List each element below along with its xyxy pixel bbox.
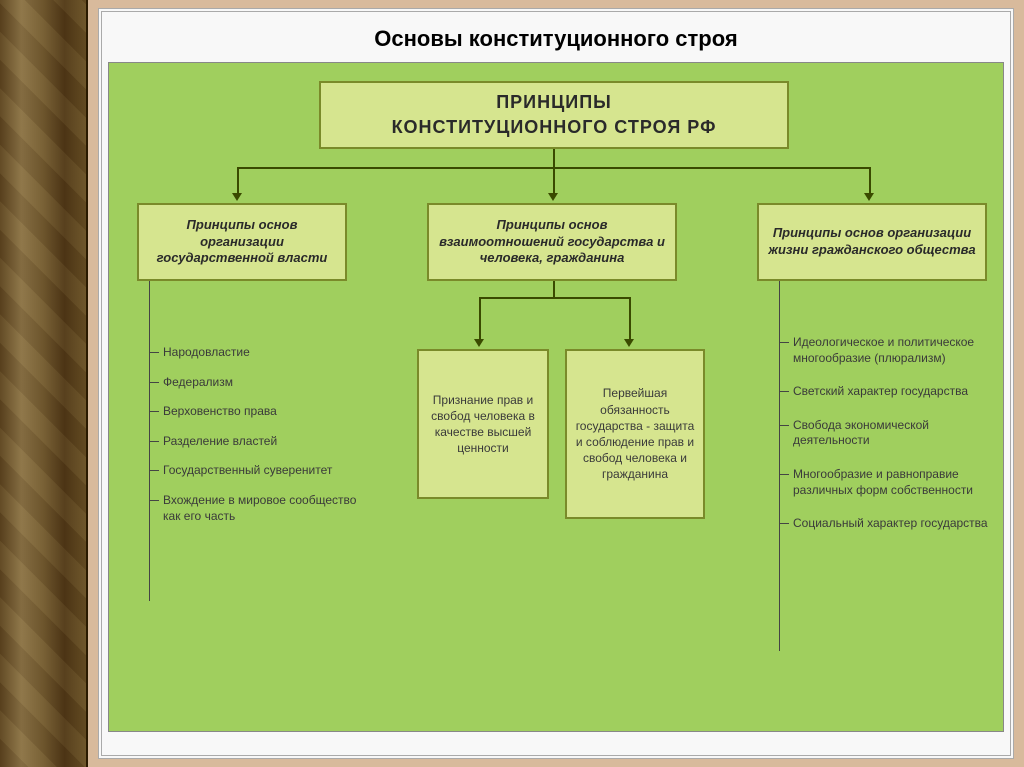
sub-box-2-text: Первейшая обязанность государства - защи…: [573, 385, 697, 482]
root-line1: ПРИНЦИПЫ: [496, 90, 612, 115]
diagram-canvas: ПРИНЦИПЫ КОНСТИТУЦИОННОГО СТРОЯ РФ Принц…: [108, 62, 1004, 732]
list-item: Светский характер государства: [779, 384, 999, 400]
sub-box-2: Первейшая обязанность государства - защи…: [565, 349, 705, 519]
branch-label-3: Принципы основ организации жизни граждан…: [767, 225, 977, 259]
list-item: Федерализм: [149, 375, 359, 391]
list-item: Социальный характер государства: [779, 516, 999, 532]
list-item: Разделение властей: [149, 434, 359, 450]
list-item: Государственный суверенитет: [149, 463, 359, 479]
list-item: Верховенство права: [149, 404, 359, 420]
list-item: Народовластие: [149, 345, 359, 361]
list-item: Идеологическое и политическое многообраз…: [779, 335, 999, 366]
branch-box-1: Принципы основ организации государственн…: [137, 203, 347, 281]
root-box: ПРИНЦИПЫ КОНСТИТУЦИОННОГО СТРОЯ РФ: [319, 81, 789, 149]
branch-label-1: Принципы основ организации государственн…: [147, 217, 337, 268]
branch-box-3: Принципы основ организации жизни граждан…: [757, 203, 987, 281]
slide-frame: Основы конституционного строя ПРИНЦИПЫ К…: [88, 0, 1024, 767]
sub-box-1-text: Признание прав и свобод человека в качес…: [425, 392, 541, 457]
list-item: Многообразие и равноправие различных фор…: [779, 467, 999, 498]
decorative-sidebar: [0, 0, 88, 767]
slide: Основы конституционного строя ПРИНЦИПЫ К…: [98, 8, 1014, 759]
slide-title: Основы конституционного строя: [108, 18, 1004, 62]
sub-box-1: Признание прав и свобод человека в качес…: [417, 349, 549, 499]
branch-1-list: Народовластие Федерализм Верховенство пр…: [149, 345, 359, 538]
list-item: Свобода экономической деятельности: [779, 418, 999, 449]
branch-box-2: Принципы основ взаимоотношений государст…: [427, 203, 677, 281]
list-item: Вхождение в мировое сообщество как его ч…: [149, 493, 359, 524]
root-line2: КОНСТИТУЦИОННОГО СТРОЯ РФ: [392, 115, 717, 140]
branch-3-list: Идеологическое и политическое многообраз…: [779, 335, 999, 546]
branch-label-2: Принципы основ взаимоотношений государст…: [437, 217, 667, 268]
